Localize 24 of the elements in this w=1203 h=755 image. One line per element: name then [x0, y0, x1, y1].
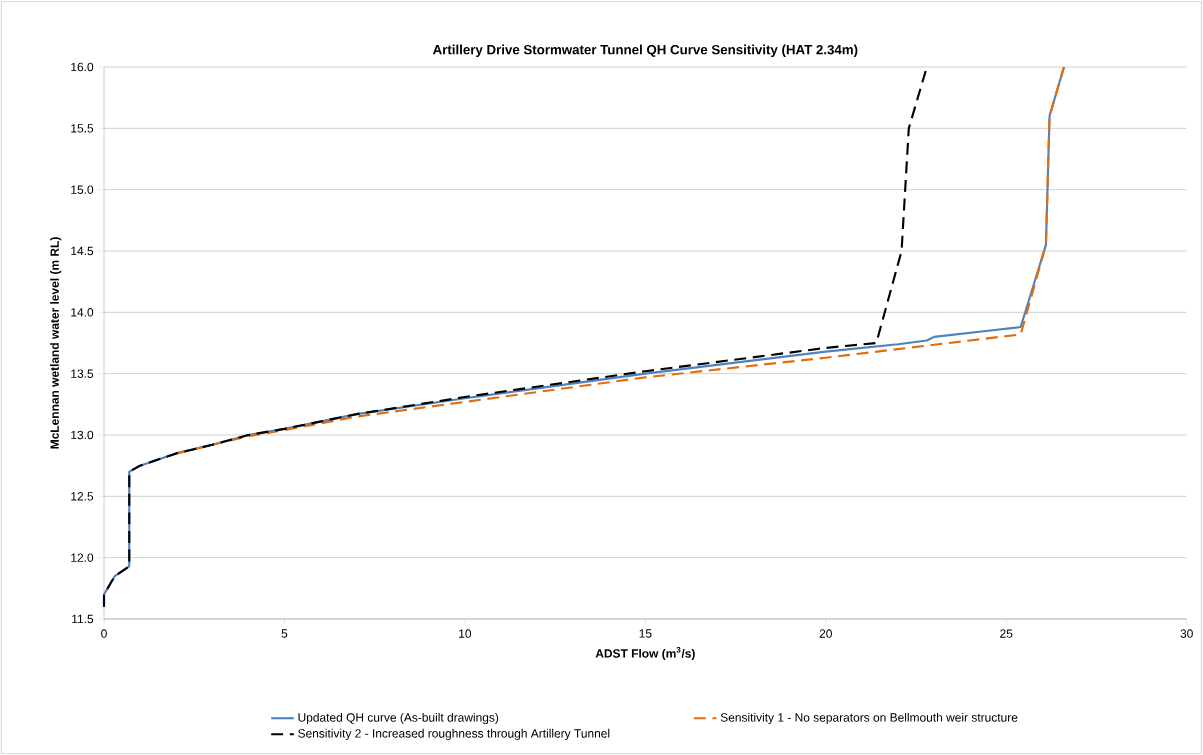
y-tick-label: 13.0 [71, 430, 94, 440]
y-tick-label: 15.0 [71, 185, 94, 194]
x-tick-label: 20 [819, 629, 832, 638]
y-tick-label: 16.0 [71, 62, 94, 72]
x-tick-label: 5 [281, 629, 288, 638]
x-tick-label: 15 [639, 629, 652, 638]
x-tick-label: 0 [101, 629, 107, 638]
line-series [175, 65, 1066, 455]
y-tick-label: 15.5 [71, 124, 94, 133]
y-tick-label: 14.0 [71, 308, 94, 317]
y-tick-label: 12.0 [71, 553, 94, 562]
legend-label: Updated QH curve (As-built drawings) [298, 712, 499, 725]
y-axis-title: McLennan wetland water level (m RL) [50, 237, 62, 449]
y-tick-label: 13.5 [71, 369, 94, 378]
y-tick-label: 12.5 [71, 492, 94, 501]
y-tick-label: 11.5 [72, 614, 94, 624]
x-axis-title: ADST Flow (m$^{3}$/s) [595, 646, 695, 661]
x-tick-label: 30 [1180, 629, 1193, 638]
legend-label: Sensitivity 1 - No separators on Bellmouth weir structure [720, 712, 1018, 725]
y-tick-label: 14.5 [71, 246, 94, 256]
chart-title: Artillery Drive Stormwater Tunnel QH Curve Sensitivity (HAT 2.34m) [432, 44, 858, 57]
x-tick-label: 25 [1000, 629, 1013, 638]
x-tick-label: 10 [459, 629, 472, 638]
legend-label: Sensitivity 2 - Increased roughness through Artillery Tunnel [298, 728, 610, 741]
